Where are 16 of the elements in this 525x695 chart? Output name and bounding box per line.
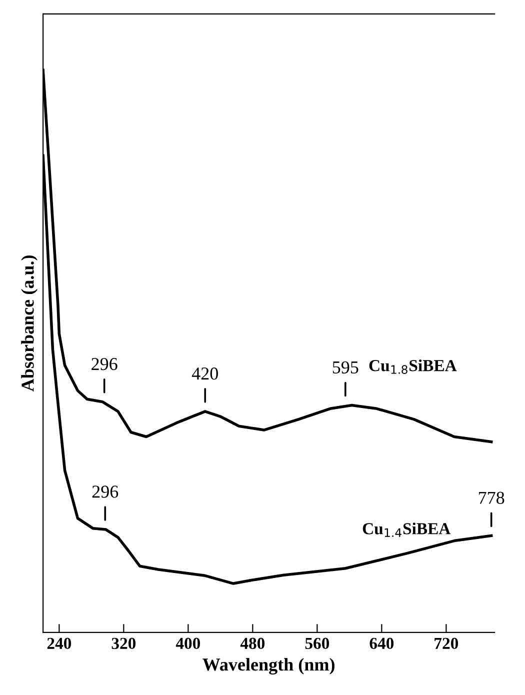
x-tick-label: 560 bbox=[305, 638, 330, 650]
x-tick-label: 640 bbox=[370, 638, 394, 650]
series-label: Cu$_{1.4}$SiBEA bbox=[362, 522, 451, 537]
y-axis-title: Absorbance (a.u.) bbox=[21, 256, 38, 392]
x-tick-label: 480 bbox=[240, 638, 265, 650]
x-tick-label: 400 bbox=[176, 638, 200, 650]
x-tick-label: 320 bbox=[112, 638, 136, 650]
x-tick-label: 240 bbox=[47, 638, 72, 650]
annotation: 595 bbox=[332, 361, 358, 374]
x-tick-label: 720 bbox=[434, 638, 458, 650]
annotation: 296 bbox=[92, 486, 118, 498]
annotation: 420 bbox=[192, 367, 218, 380]
x-axis-title: Wavelength (nm) bbox=[202, 658, 334, 674]
annotation: 296 bbox=[92, 358, 118, 370]
text: Cu$_{1.8}$SiBEA bbox=[369, 360, 457, 374]
annotation: 778 bbox=[478, 492, 504, 504]
